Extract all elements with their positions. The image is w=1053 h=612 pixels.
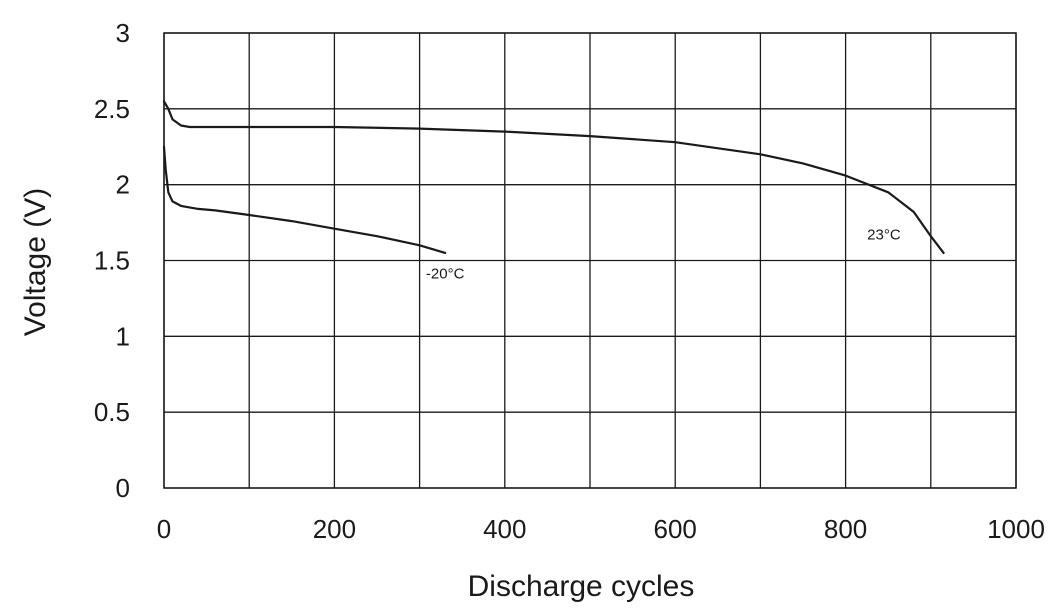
x-tick-label-5: 1000 bbox=[987, 514, 1045, 544]
y-tick-label-0: 0 bbox=[116, 473, 130, 503]
y-tick-label-3: 1.5 bbox=[94, 246, 130, 276]
series-line-0 bbox=[162, 100, 945, 254]
x-tick-label-3: 600 bbox=[654, 514, 697, 544]
annotation-label-0: 23°C bbox=[867, 226, 901, 243]
series-layer bbox=[162, 100, 945, 254]
y-tick-label-5: 2.5 bbox=[94, 94, 130, 124]
x-tick-label-0: 0 bbox=[157, 514, 171, 544]
annotation-layer: 23°C -20°C bbox=[426, 226, 901, 282]
x-axis-title: Discharge cycles bbox=[468, 570, 695, 603]
grid-layer bbox=[163, 32, 1017, 489]
x-tick-label-1: 200 bbox=[313, 514, 356, 544]
x-tick-label-4: 800 bbox=[824, 514, 867, 544]
annotation-label-1: -20°C bbox=[426, 266, 465, 283]
y-tick-label-2: 1 bbox=[116, 321, 130, 351]
tick-layer: 0 200 400 600 800 1000 0 0.5 1 1.5 2 2.5 3 bbox=[94, 18, 1045, 544]
y-tick-label-6: 3 bbox=[116, 18, 130, 48]
series-line-1 bbox=[162, 145, 447, 254]
x-tick-label-2: 400 bbox=[483, 514, 526, 544]
y-axis-title: Voltage (V) bbox=[19, 188, 52, 336]
plot-frame bbox=[163, 32, 1017, 489]
y-tick-label-4: 2 bbox=[116, 170, 130, 200]
y-tick-label-1: 0.5 bbox=[94, 397, 130, 427]
